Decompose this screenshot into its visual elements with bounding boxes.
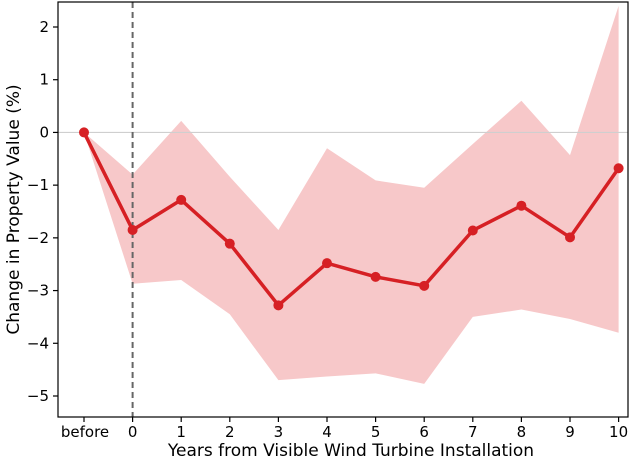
data-point-3 bbox=[273, 300, 284, 311]
x-tick-label: 7 bbox=[468, 423, 478, 441]
x-tick-label: 10 bbox=[609, 423, 628, 441]
x-tick-label: 8 bbox=[517, 423, 527, 441]
data-point-10 bbox=[613, 163, 624, 174]
y-tick-label: −5 bbox=[27, 387, 49, 405]
confidence-band bbox=[84, 5, 619, 384]
data-point-7 bbox=[467, 225, 478, 236]
confidence-band-layer bbox=[84, 5, 619, 384]
x-tick-label: 4 bbox=[322, 423, 332, 441]
x-tick-label: 9 bbox=[565, 423, 575, 441]
series-line bbox=[82, 131, 621, 308]
series-line-layer bbox=[82, 131, 621, 308]
x-tick-label: 6 bbox=[419, 423, 429, 441]
x-tick-label: 2 bbox=[225, 423, 235, 441]
data-point-5 bbox=[370, 271, 381, 282]
x-tick-labels: before 0 1 2 3 4 5 6 7 8 9 10 bbox=[61, 423, 628, 441]
y-tick-label: 2 bbox=[39, 18, 49, 36]
y-axis-label: Change in Property Value (%) bbox=[4, 84, 24, 334]
data-point-9 bbox=[565, 232, 575, 243]
data-point-1 bbox=[176, 194, 187, 205]
y-tick-label: −3 bbox=[27, 282, 49, 300]
x-tick-label: 1 bbox=[176, 423, 186, 441]
y-tick-label: −1 bbox=[27, 176, 49, 194]
x-tick-label: 5 bbox=[371, 423, 381, 441]
series-points bbox=[79, 127, 624, 311]
x-tick-label: 0 bbox=[128, 423, 138, 441]
plot-frame bbox=[57, 1, 629, 418]
x-tick-label: 3 bbox=[274, 423, 284, 441]
data-point-6 bbox=[419, 280, 430, 291]
y-tick-labels: 2 1 0 −1 −2 −3 −4 −5 bbox=[27, 18, 49, 405]
data-point-4 bbox=[322, 258, 332, 269]
data-point-0 bbox=[127, 224, 138, 235]
reference-lines bbox=[58, 2, 628, 417]
data-point-before bbox=[79, 127, 89, 138]
y-tick-label: −4 bbox=[27, 334, 49, 352]
data-point-2 bbox=[224, 238, 235, 249]
y-tick-label: 0 bbox=[39, 123, 49, 141]
axes bbox=[53, 1, 629, 422]
data-point-8 bbox=[516, 200, 527, 211]
x-axis-label: Years from Visible Wind Turbine Installa… bbox=[167, 441, 534, 459]
y-tick-label: −2 bbox=[27, 229, 49, 247]
x-tick-label: before bbox=[61, 423, 109, 441]
y-tick-label: 1 bbox=[39, 71, 49, 89]
